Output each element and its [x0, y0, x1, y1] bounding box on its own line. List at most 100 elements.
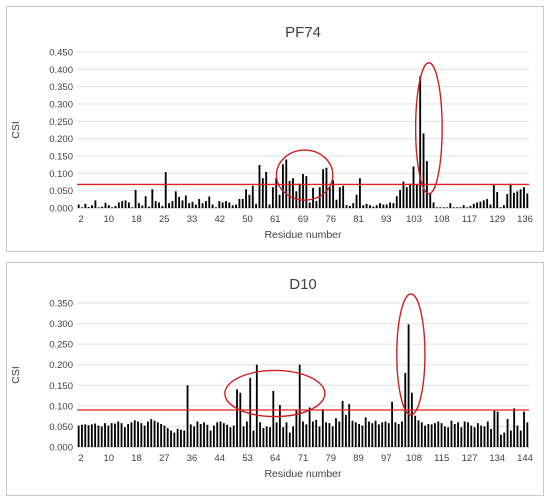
x-tick-label: 115: [434, 453, 449, 464]
bar: [372, 206, 375, 208]
bar: [140, 423, 143, 447]
bar: [439, 207, 442, 208]
bar: [325, 167, 328, 208]
bar: [335, 418, 337, 447]
bar: [397, 423, 400, 447]
bar: [384, 421, 387, 447]
highlight-circle: [224, 369, 326, 418]
bar: [479, 201, 482, 208]
bar: [101, 206, 104, 208]
bar: [222, 423, 225, 447]
y-tick-label: 0.100: [49, 401, 73, 412]
bar: [111, 207, 114, 208]
bar: [104, 202, 107, 208]
bar: [77, 204, 80, 208]
bar: [476, 202, 479, 208]
bar: [161, 205, 164, 208]
bar: [305, 176, 308, 208]
bar: [154, 201, 157, 208]
bar: [211, 204, 214, 208]
bar: [526, 422, 529, 447]
x-tick-label: 108: [434, 214, 450, 225]
x-tick-label: 18: [131, 214, 142, 225]
bar: [238, 198, 241, 208]
bar: [184, 195, 187, 208]
bar: [206, 424, 209, 447]
bar: [171, 201, 174, 208]
bar: [354, 422, 357, 447]
bar: [486, 198, 489, 208]
bar: [265, 171, 268, 208]
bar: [134, 189, 137, 208]
bar: [242, 426, 245, 447]
bar: [377, 424, 380, 447]
bar: [496, 192, 499, 208]
bar: [255, 203, 258, 208]
x-tick-label: 69: [298, 214, 309, 225]
x-tick-label: 76: [325, 214, 336, 225]
bar: [335, 199, 338, 208]
bar: [150, 419, 153, 447]
bar: [246, 421, 248, 447]
bar: [420, 422, 423, 447]
bar: [506, 419, 509, 447]
bar: [180, 429, 182, 447]
bar: [130, 422, 133, 447]
bar: [459, 207, 462, 208]
chart-panel-d10: D10 0.000 0.050 0.100 0.150 0.200 0.250 0.300 0.…: [6, 262, 544, 496]
bar: [385, 204, 388, 208]
bar: [437, 421, 440, 447]
bar: [186, 385, 189, 447]
bar: [399, 189, 402, 208]
bar: [127, 202, 130, 208]
bar: [506, 194, 509, 208]
bar: [117, 421, 120, 447]
bar: [351, 420, 354, 447]
bar: [392, 203, 395, 208]
bar: [412, 166, 415, 208]
bar: [315, 201, 318, 208]
bar: [341, 400, 344, 447]
bar: [153, 420, 156, 447]
x-tick-label: 81: [353, 214, 364, 225]
x-tick-label: 10: [103, 453, 114, 464]
x-tick-label: 18: [131, 453, 142, 464]
bar: [221, 202, 224, 208]
bar: [523, 187, 525, 208]
bar: [278, 194, 281, 208]
bar: [409, 183, 412, 208]
bar: [526, 193, 529, 208]
bar: [405, 187, 408, 208]
bar: [252, 430, 255, 447]
bar: [208, 196, 211, 208]
chart-title: PF74: [285, 24, 321, 41]
x-tick-label: 117: [462, 214, 477, 225]
bar: [278, 405, 281, 447]
bar: [141, 205, 144, 208]
bar: [235, 204, 237, 208]
bar: [493, 410, 496, 447]
bar: [137, 421, 139, 447]
bar: [87, 206, 90, 208]
bar: [203, 422, 205, 447]
x-tick-label: 42: [214, 214, 225, 225]
bar: [241, 198, 244, 208]
bar: [374, 420, 377, 447]
bar: [298, 364, 301, 447]
bar: [395, 196, 398, 208]
bar: [470, 425, 473, 447]
bar: [268, 204, 271, 208]
bar: [100, 426, 103, 447]
bar: [499, 207, 502, 208]
bar: [389, 202, 391, 208]
bar: [174, 191, 177, 208]
x-tick-label: 127: [462, 453, 478, 464]
bar: [97, 425, 100, 447]
y-axis-label: CSI: [10, 366, 22, 384]
bar: [456, 207, 458, 208]
bar: [123, 427, 126, 447]
chart-pf74: PF74 0.000 0.050 0.100 0.150 0.200 0.250 0.300 0…: [10, 24, 533, 241]
bar: [466, 207, 468, 208]
bar: [492, 185, 495, 208]
bar: [332, 180, 335, 208]
